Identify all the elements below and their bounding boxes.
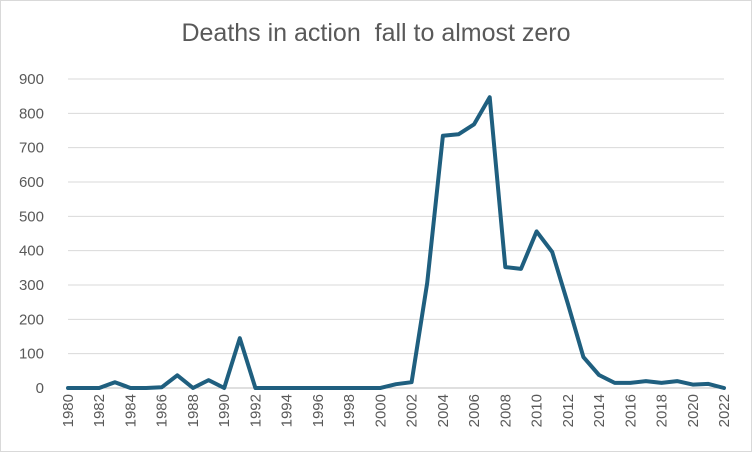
x-tick-label: 1992 xyxy=(247,394,264,427)
y-tick-label: 900 xyxy=(19,71,44,88)
chart-title: Deaths in action fall to almost zero xyxy=(181,19,571,47)
y-tick-label: 0 xyxy=(36,380,44,397)
x-tick-label: 2010 xyxy=(529,394,546,427)
y-axis-tick-labels: 0 100 200 300 400 500 600 700 800 900 xyxy=(19,71,44,397)
x-tick-label: 1990 xyxy=(216,394,233,427)
x-tick-label: 1986 xyxy=(154,394,171,427)
gridlines xyxy=(68,78,724,389)
x-axis-tick-labels: 1980 1982 1984 1986 1988 1990 1992 1994 1996 1998… xyxy=(60,394,733,427)
y-tick-label: 800 xyxy=(19,105,44,122)
x-tick-label: 1982 xyxy=(91,394,108,427)
x-tick-label: 2002 xyxy=(404,394,421,427)
x-tick-label: 2014 xyxy=(591,394,608,427)
series-line xyxy=(66,95,726,390)
x-tick-label: 1988 xyxy=(185,394,202,427)
x-tick-label: 2008 xyxy=(497,394,514,427)
x-tick-label: 2006 xyxy=(466,394,483,427)
y-tick-label: 500 xyxy=(19,208,44,225)
x-tick-label: 1994 xyxy=(279,394,296,427)
x-tick-label: 2012 xyxy=(560,394,577,427)
x-tick-label: 2020 xyxy=(685,394,702,427)
x-tick-label: 1984 xyxy=(122,394,139,427)
y-tick-label: 100 xyxy=(19,346,44,363)
x-tick-label: 2018 xyxy=(654,394,671,427)
y-tick-label: 600 xyxy=(19,174,44,191)
y-tick-label: 200 xyxy=(19,311,44,328)
x-tick-label: 2004 xyxy=(435,394,452,427)
x-tick-label: 2000 xyxy=(372,394,389,427)
series-layer xyxy=(66,95,726,390)
x-tick-label: 1980 xyxy=(60,394,77,427)
x-tick-label: 2016 xyxy=(622,394,639,427)
x-tick-label: 1996 xyxy=(310,394,327,427)
y-tick-label: 700 xyxy=(19,140,44,157)
x-tick-label: 1998 xyxy=(341,394,358,427)
y-tick-label: 400 xyxy=(19,243,44,260)
x-tick-label: 2022 xyxy=(716,394,733,427)
y-tick-label: 300 xyxy=(19,277,44,294)
